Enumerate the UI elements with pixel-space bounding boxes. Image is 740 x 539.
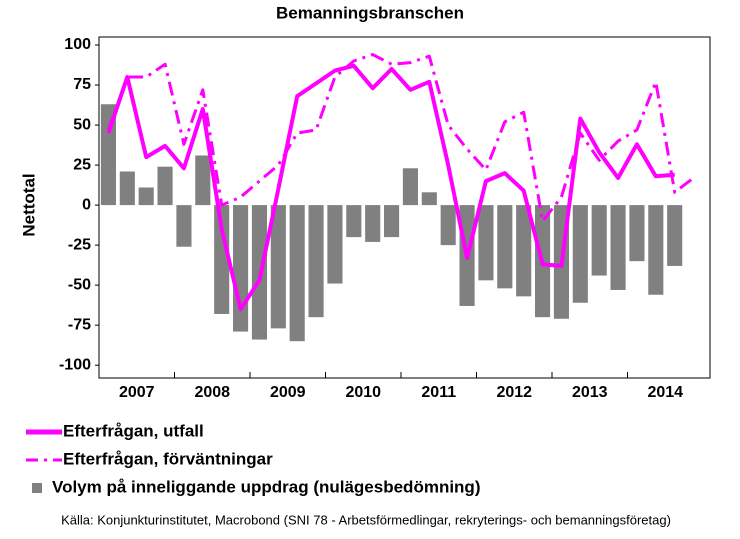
y-tick-label: -25 bbox=[68, 236, 91, 253]
y-tick-label: -75 bbox=[68, 316, 91, 333]
y-tick-label: 100 bbox=[64, 36, 91, 53]
y-tick-label: -100 bbox=[59, 356, 91, 373]
source-note: Källa: Konjunkturinstitutet, Macrobond (… bbox=[61, 512, 671, 527]
x-tick-label: 2013 bbox=[572, 384, 608, 401]
bar bbox=[270, 205, 286, 329]
legend-label: Efterfrågan, förväntningar bbox=[63, 449, 273, 468]
bar bbox=[629, 205, 645, 262]
x-tick-label: 2011 bbox=[421, 384, 456, 401]
bar bbox=[591, 205, 607, 276]
x-tick-label: 2014 bbox=[647, 384, 683, 401]
bar bbox=[214, 205, 230, 314]
bar bbox=[119, 171, 135, 206]
y-tick-label: 75 bbox=[73, 76, 91, 93]
bar bbox=[648, 205, 664, 295]
bar bbox=[365, 205, 381, 242]
bar bbox=[421, 192, 437, 206]
legend-label: Volym på inneliggande uppdrag (nulägesbe… bbox=[52, 477, 480, 496]
y-tick-label: 25 bbox=[73, 156, 91, 173]
bar bbox=[516, 205, 532, 297]
legend-label: Efterfrågan, utfall bbox=[63, 421, 204, 440]
bar bbox=[440, 205, 456, 246]
x-tick-label: 2010 bbox=[345, 384, 381, 401]
x-tick-label: 2012 bbox=[496, 384, 532, 401]
plot-frame bbox=[98, 36, 711, 379]
bar bbox=[497, 205, 513, 289]
x-tick-label: 2009 bbox=[270, 384, 306, 401]
x-tick-label: 2007 bbox=[119, 384, 155, 401]
bar bbox=[572, 205, 588, 303]
bar bbox=[289, 205, 305, 342]
bar bbox=[346, 205, 362, 238]
bar bbox=[610, 205, 626, 290]
bar bbox=[233, 205, 249, 332]
x-tick-label: 2008 bbox=[194, 384, 230, 401]
bar bbox=[100, 104, 116, 206]
bar bbox=[157, 166, 173, 206]
line-series bbox=[106, 63, 675, 312]
bar bbox=[308, 205, 324, 318]
bar bbox=[176, 205, 192, 247]
bar bbox=[384, 205, 400, 238]
y-tick-label: -50 bbox=[68, 276, 91, 293]
bar bbox=[327, 205, 343, 284]
line-series bbox=[106, 53, 695, 223]
bar bbox=[138, 187, 154, 206]
legend-swatch bbox=[32, 483, 42, 493]
y-tick-label: 0 bbox=[82, 196, 91, 213]
chart-title: Bemanningsbranschen bbox=[276, 3, 464, 22]
y-tick-label: 50 bbox=[73, 116, 91, 133]
bar bbox=[402, 168, 418, 206]
y-axis-label: Nettotal bbox=[19, 173, 38, 236]
bar bbox=[195, 155, 211, 206]
bar bbox=[667, 205, 683, 266]
bar bbox=[478, 205, 494, 281]
